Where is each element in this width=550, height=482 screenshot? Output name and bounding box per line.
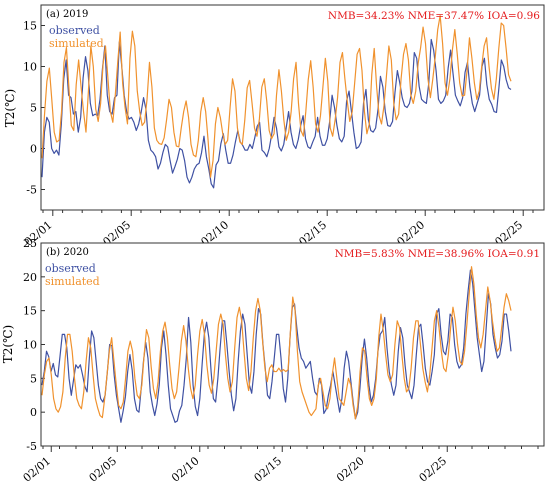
x-tick-label: 02/20: [334, 454, 367, 482]
panel-title-b: (b) 2020: [46, 247, 89, 258]
legend-simulated-b: simulated: [45, 275, 100, 288]
x-tick-label: 02/10: [169, 454, 202, 482]
x-tick-label: 02/15: [252, 454, 285, 482]
series-lines-b: [41, 266, 512, 423]
y-axis-b: -5 0 5 10 15 20 25: [23, 237, 45, 453]
y-tick-label: -5: [26, 184, 37, 197]
y-tick-label: 0: [30, 406, 37, 419]
legend-observed-b: observed: [45, 262, 96, 275]
x-axis-b: 02/01 02/05 02/10 02/15 02/20 02/25: [21, 446, 539, 482]
y-tick-label: 5: [30, 102, 37, 115]
y-tick-label: 0: [30, 143, 37, 156]
x-tick-label: 02/25: [417, 454, 450, 482]
panel-title-a: (a) 2019: [46, 9, 88, 20]
y-tick-label: 10: [23, 339, 37, 352]
series-line-observed: [41, 38, 512, 189]
series-line-observed: [41, 269, 512, 423]
y-tick-label: 15: [23, 20, 37, 33]
y-tick-label: -5: [26, 440, 37, 453]
y-tick-label: 5: [30, 372, 37, 385]
series-line-simulated: [41, 266, 512, 420]
series-lines-a: [41, 15, 512, 189]
stats-a: NMB=34.23% NME=37.47% IOA=0.96: [328, 10, 540, 22]
plot-frame-b: [40, 242, 545, 447]
series-line-simulated: [41, 15, 512, 178]
y-tick-label: 15: [23, 305, 37, 318]
y-tick-label: 10: [23, 61, 37, 74]
stats-b: NMB=5.83% NME=38.96% IOA=0.91: [335, 248, 540, 260]
x-tick-label: 02/05: [87, 454, 120, 482]
y-tick-label: 20: [23, 271, 37, 284]
x-tick-label: 02/01: [21, 454, 54, 482]
y-tick-label: 25: [23, 237, 37, 250]
plot-frame-a: [40, 4, 545, 211]
y-axis-a: -5 0 5 10 15: [23, 20, 45, 197]
ylabel-a: T2(℃): [3, 89, 17, 127]
ylabel-b: T2(℃): [1, 325, 15, 363]
legend-simulated-a: simulated: [49, 37, 104, 50]
legend-observed-a: observed: [49, 24, 100, 37]
